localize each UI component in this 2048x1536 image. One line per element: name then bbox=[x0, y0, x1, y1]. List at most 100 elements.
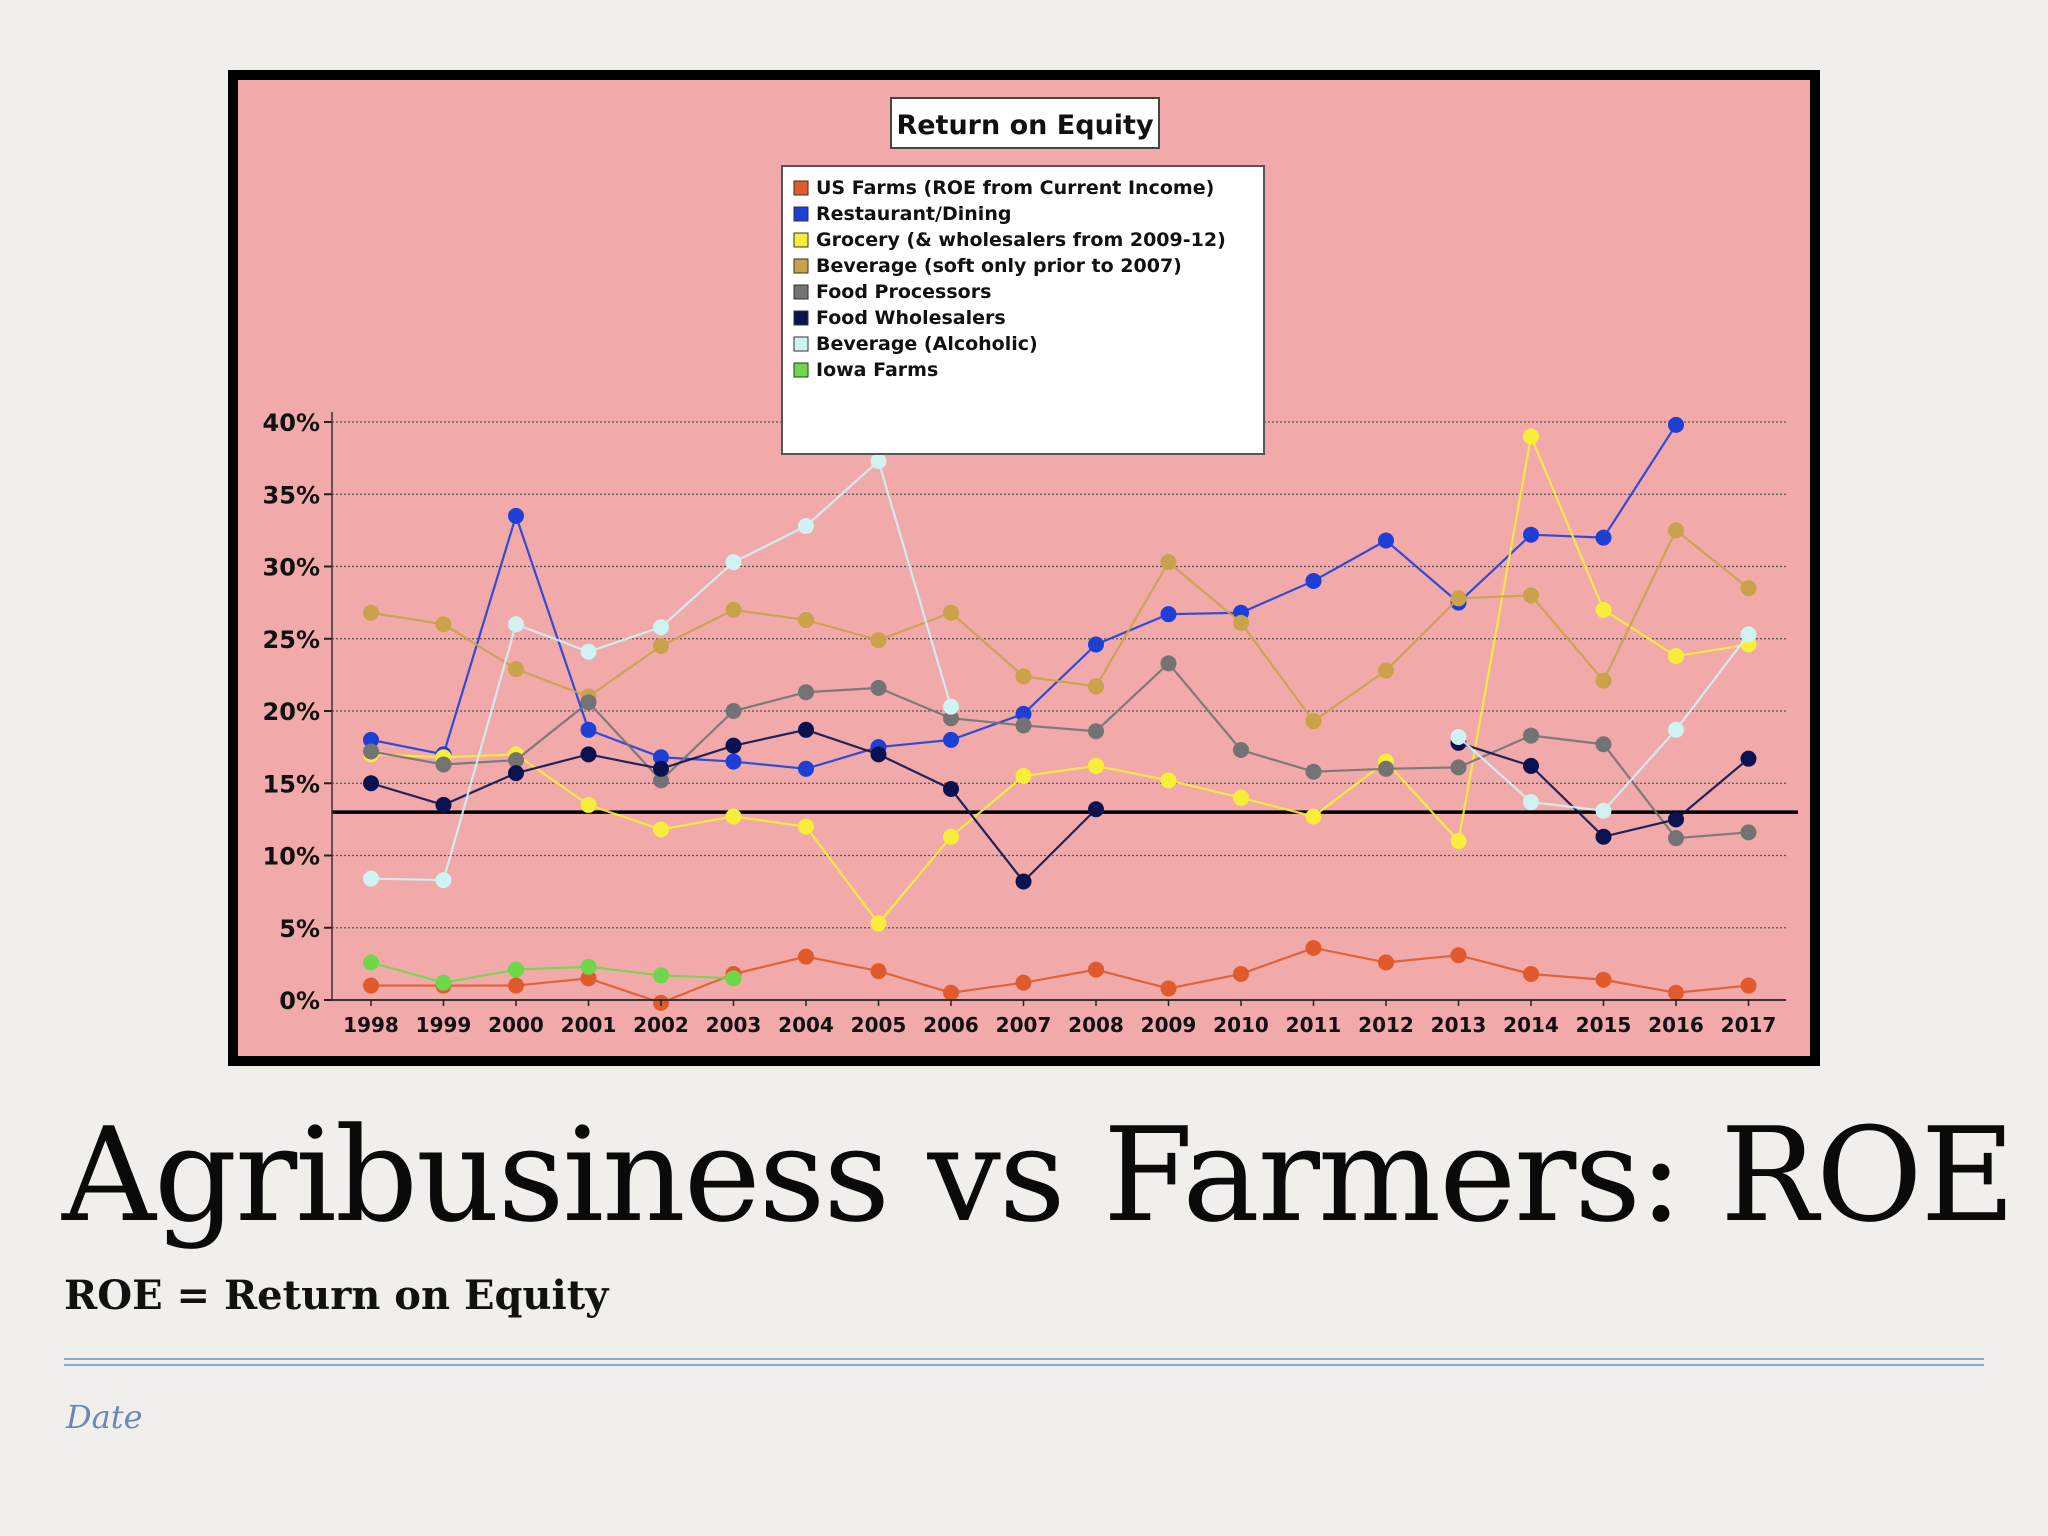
data-point bbox=[508, 961, 524, 978]
data-point bbox=[725, 554, 742, 571]
data-point bbox=[508, 616, 524, 633]
data-point bbox=[943, 828, 959, 845]
data-point bbox=[943, 781, 959, 798]
data-point bbox=[580, 721, 597, 738]
legend-label: Beverage (Alcoholic) bbox=[816, 333, 1038, 355]
x-tick-label: 2013 bbox=[1431, 1013, 1487, 1037]
data-point bbox=[1595, 736, 1612, 753]
data-point bbox=[1595, 971, 1612, 988]
legend-label: Beverage (soft only prior to 2007) bbox=[816, 255, 1182, 277]
chart-title-box bbox=[890, 97, 1160, 149]
data-point bbox=[653, 967, 669, 984]
data-point bbox=[1378, 532, 1394, 549]
data-point bbox=[870, 963, 887, 980]
data-point bbox=[363, 731, 379, 748]
data-point bbox=[943, 731, 959, 748]
data-point bbox=[1595, 828, 1612, 845]
data-point bbox=[653, 760, 669, 777]
data-point bbox=[1378, 760, 1394, 777]
data-point bbox=[870, 632, 887, 649]
data-point bbox=[943, 710, 959, 727]
axis-layer: 0% 5% 10% 15% 20% 25% 30% 35% 40% 1998 1999 2000 200… bbox=[263, 409, 1786, 1037]
data-point bbox=[1378, 954, 1394, 971]
slide-title: Agribusiness vs Farmers: ROE bbox=[62, 1099, 2016, 1251]
data-point bbox=[1740, 824, 1757, 841]
data-point bbox=[870, 746, 887, 763]
data-point bbox=[580, 796, 597, 813]
legend: Return on Equity US Farms (ROE from Curr… bbox=[781, 97, 1265, 455]
x-tick-label: 2007 bbox=[996, 1013, 1052, 1037]
series-0 bbox=[363, 939, 1757, 1011]
series-line bbox=[370, 528, 1750, 723]
series-line bbox=[370, 961, 734, 984]
data-point bbox=[943, 984, 959, 1001]
data-point bbox=[1523, 727, 1539, 744]
data-point bbox=[1668, 416, 1684, 433]
data-point bbox=[1088, 678, 1104, 695]
data-point bbox=[1740, 750, 1757, 767]
data-point bbox=[1305, 763, 1322, 780]
data-point bbox=[363, 604, 379, 621]
data-point bbox=[508, 507, 524, 524]
data-point bbox=[1160, 554, 1177, 571]
data-point bbox=[363, 775, 379, 792]
data-point bbox=[1160, 772, 1177, 789]
data-point bbox=[1305, 939, 1322, 956]
data-point bbox=[1523, 428, 1539, 445]
data-point bbox=[1088, 961, 1104, 978]
data-point bbox=[1305, 572, 1322, 589]
data-point bbox=[798, 760, 814, 777]
data-point bbox=[1523, 965, 1539, 982]
x-tick-label: 2004 bbox=[778, 1013, 834, 1037]
data-point bbox=[653, 619, 669, 636]
series-5 bbox=[363, 721, 1757, 890]
data-point bbox=[1450, 833, 1467, 850]
x-tick-label: 2003 bbox=[706, 1013, 762, 1037]
data-point bbox=[580, 970, 597, 987]
data-point bbox=[798, 518, 814, 535]
legend-swatch bbox=[793, 232, 809, 248]
data-point bbox=[1523, 526, 1539, 543]
data-point bbox=[1450, 759, 1467, 776]
data-point bbox=[1233, 742, 1249, 759]
x-tick-label: 2009 bbox=[1141, 1013, 1197, 1037]
legend-swatch bbox=[793, 336, 809, 352]
x-tick-label: 2006 bbox=[923, 1013, 979, 1037]
legend-label: Restaurant/Dining bbox=[816, 203, 1011, 225]
y-tick-label: 40% bbox=[263, 409, 320, 437]
series-line bbox=[370, 661, 1749, 840]
data-point bbox=[798, 948, 814, 965]
legend-label: Iowa Farms bbox=[816, 359, 938, 381]
chart-frame: 0% 5% 10% 15% 20% 25% 30% 35% 40% 1998 1999 2000 200… bbox=[228, 70, 1820, 1066]
data-point bbox=[1668, 648, 1684, 665]
series-layer bbox=[363, 416, 1757, 1011]
divider-line bbox=[64, 1364, 1984, 1366]
data-point bbox=[653, 821, 669, 838]
y-tick-label: 15% bbox=[263, 770, 320, 798]
slide-subtitle: ROE = Return on Equity bbox=[64, 1272, 609, 1319]
data-point bbox=[725, 808, 742, 825]
date-placeholder: Date bbox=[66, 1398, 143, 1436]
data-point bbox=[363, 743, 379, 760]
data-point bbox=[1523, 757, 1539, 774]
data-point bbox=[1015, 717, 1032, 734]
data-point bbox=[1450, 947, 1467, 964]
data-point bbox=[1015, 873, 1032, 890]
data-point bbox=[1595, 802, 1612, 819]
data-point bbox=[870, 453, 887, 470]
data-point bbox=[580, 746, 597, 763]
data-point bbox=[1160, 655, 1177, 672]
x-tick-label: 2002 bbox=[633, 1013, 689, 1037]
data-point bbox=[508, 661, 524, 678]
data-point bbox=[1233, 789, 1249, 806]
legend-label: US Farms (ROE from Current Income) bbox=[816, 177, 1214, 199]
y-tick-label: 0% bbox=[279, 987, 320, 1015]
legend-swatch bbox=[793, 258, 809, 274]
legend-label: Grocery (& wholesalers from 2009-12) bbox=[816, 229, 1226, 251]
data-point bbox=[725, 753, 742, 770]
data-point bbox=[580, 958, 597, 975]
data-point bbox=[870, 915, 887, 932]
data-point bbox=[435, 872, 452, 889]
series-line bbox=[371, 946, 1749, 1005]
legend-swatch bbox=[793, 362, 809, 378]
